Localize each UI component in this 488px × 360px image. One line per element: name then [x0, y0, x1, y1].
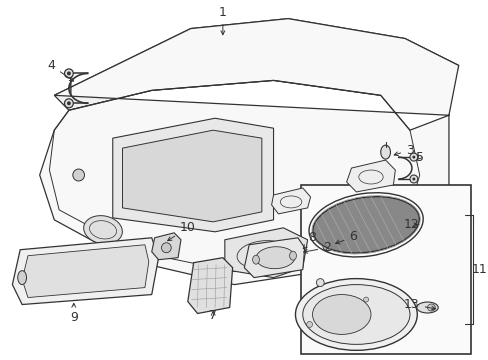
Polygon shape: [113, 118, 273, 232]
Ellipse shape: [411, 156, 414, 159]
Ellipse shape: [289, 251, 296, 260]
Text: 4: 4: [47, 59, 73, 81]
Text: 7: 7: [209, 309, 217, 322]
Polygon shape: [224, 228, 307, 278]
Bar: [300, 185, 470, 354]
Polygon shape: [271, 188, 310, 214]
Text: 5: 5: [415, 150, 423, 163]
Ellipse shape: [409, 153, 417, 161]
Ellipse shape: [380, 145, 390, 159]
Text: 1: 1: [219, 6, 226, 35]
Ellipse shape: [83, 216, 122, 244]
Text: 12: 12: [403, 218, 419, 231]
Ellipse shape: [312, 197, 419, 253]
Text: 2: 2: [303, 241, 330, 254]
Ellipse shape: [306, 321, 312, 328]
Ellipse shape: [290, 246, 299, 259]
Ellipse shape: [250, 268, 258, 276]
Polygon shape: [346, 160, 394, 192]
Polygon shape: [122, 130, 261, 222]
Polygon shape: [244, 238, 304, 278]
Ellipse shape: [64, 99, 73, 108]
Ellipse shape: [252, 255, 259, 264]
Text: 3: 3: [393, 144, 413, 157]
Ellipse shape: [67, 71, 71, 75]
Ellipse shape: [64, 69, 73, 78]
Polygon shape: [40, 19, 458, 285]
Polygon shape: [151, 233, 181, 260]
Ellipse shape: [67, 101, 71, 105]
Ellipse shape: [73, 169, 84, 181]
Ellipse shape: [427, 304, 434, 311]
Text: 9: 9: [70, 303, 78, 324]
Ellipse shape: [322, 238, 331, 251]
Ellipse shape: [18, 271, 26, 285]
Ellipse shape: [302, 285, 409, 345]
Ellipse shape: [256, 247, 294, 269]
Ellipse shape: [363, 297, 368, 302]
Ellipse shape: [411, 177, 414, 180]
Ellipse shape: [416, 302, 437, 313]
Polygon shape: [54, 19, 458, 110]
Polygon shape: [187, 258, 232, 314]
Ellipse shape: [316, 279, 324, 287]
Ellipse shape: [409, 175, 417, 183]
Ellipse shape: [312, 294, 370, 334]
Text: 13: 13: [403, 298, 434, 311]
Ellipse shape: [161, 243, 171, 253]
Polygon shape: [22, 245, 148, 298]
Text: 8: 8: [303, 231, 316, 249]
Ellipse shape: [295, 279, 416, 350]
Polygon shape: [12, 238, 158, 305]
Text: 10: 10: [167, 221, 195, 241]
Text: 11: 11: [470, 263, 486, 276]
Text: 6: 6: [335, 230, 357, 244]
